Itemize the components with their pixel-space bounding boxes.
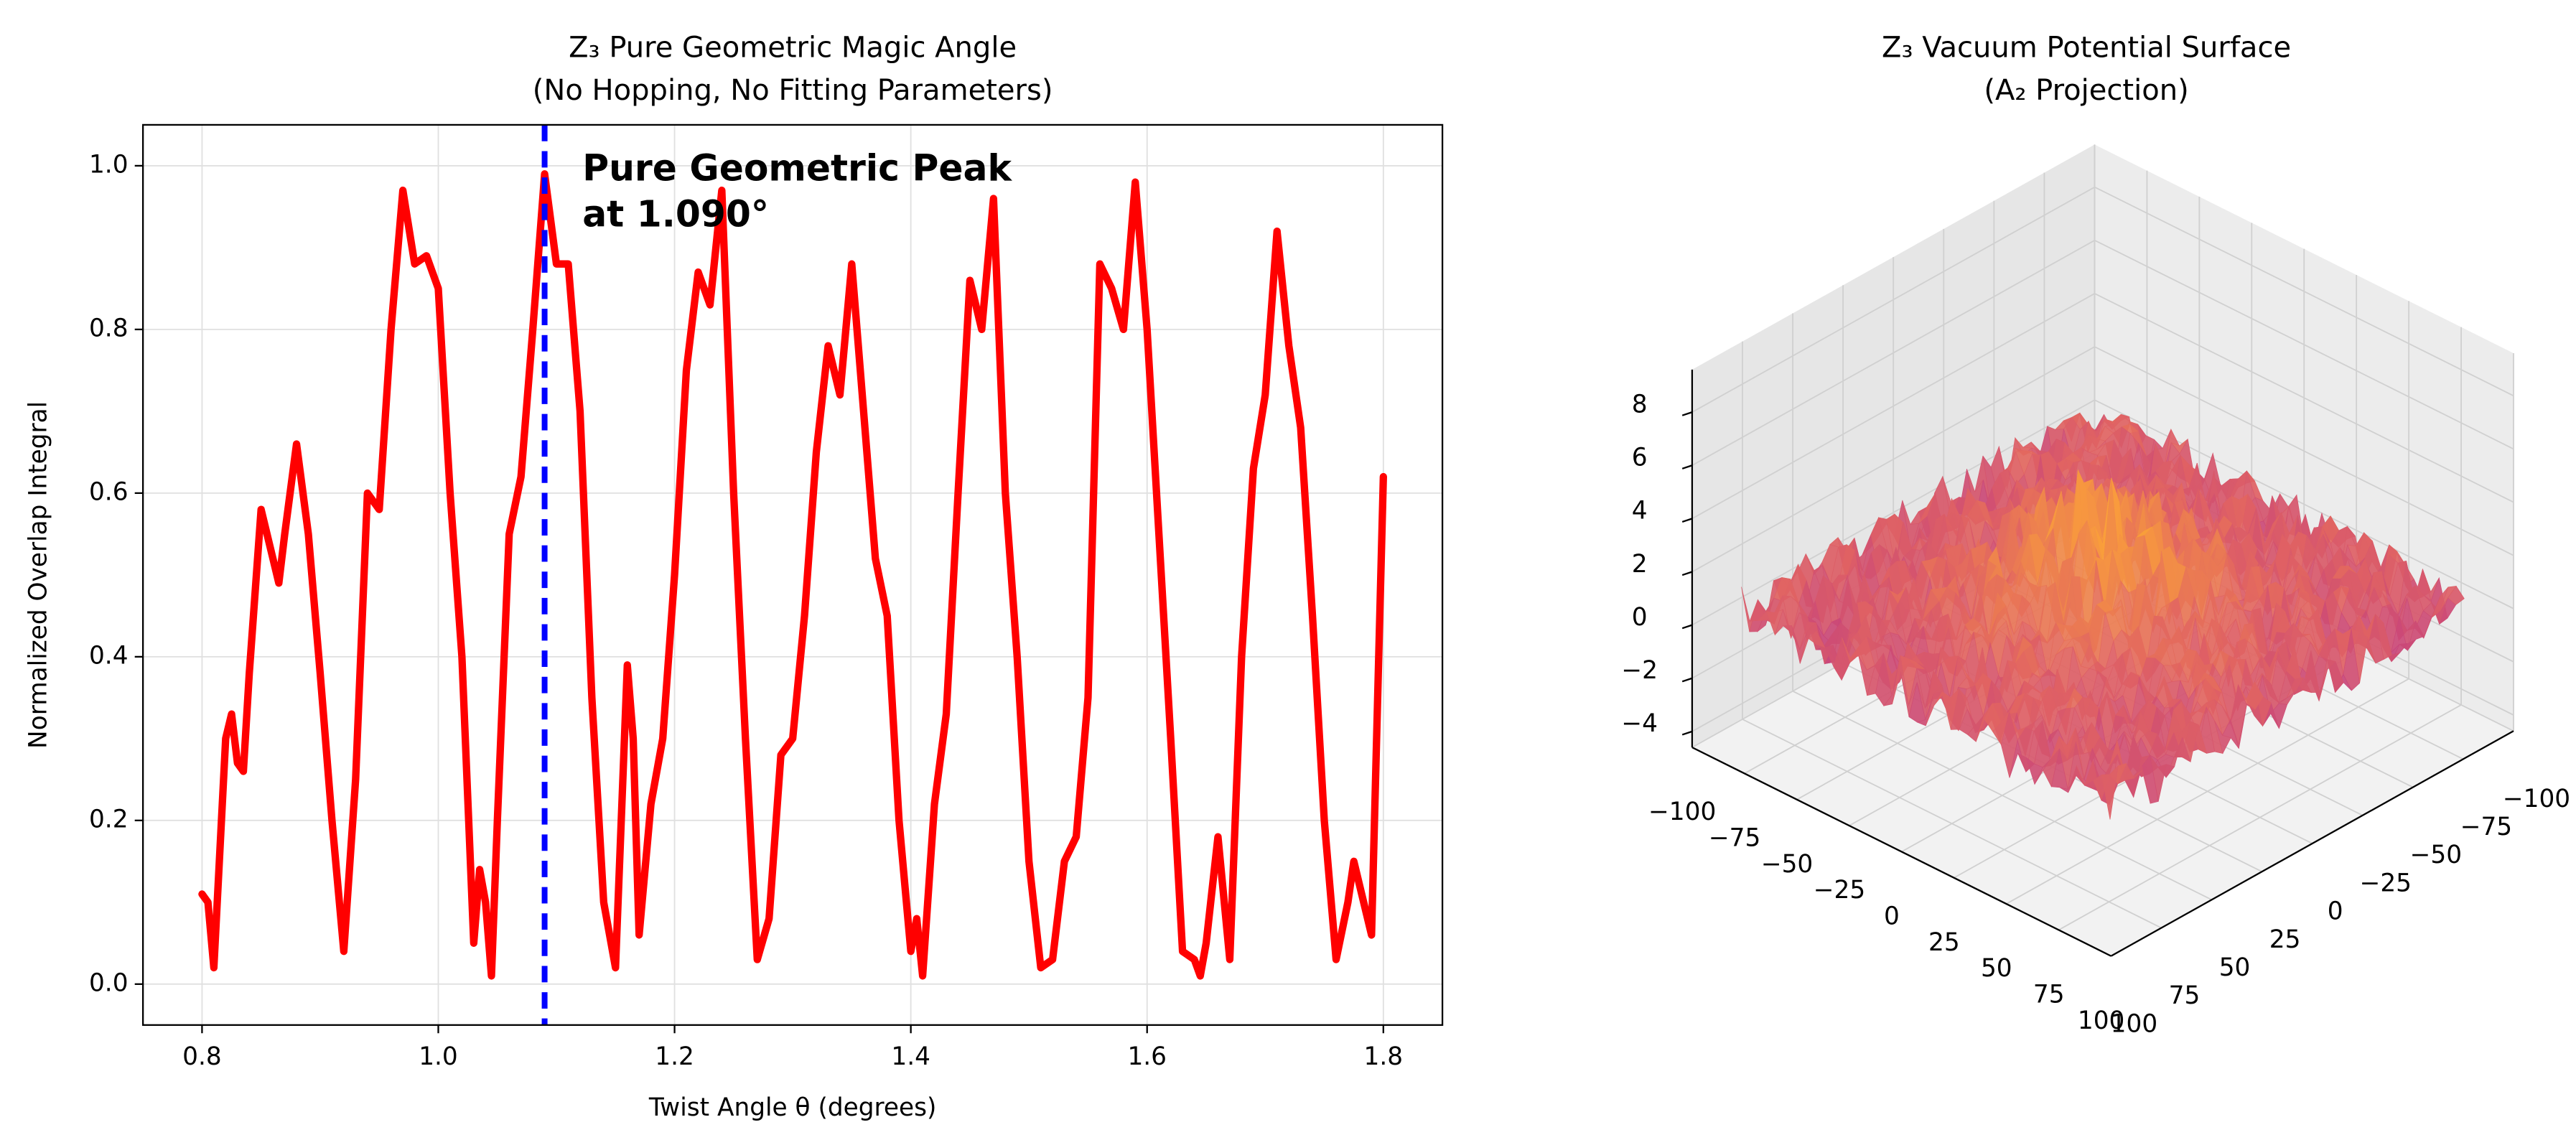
y-tick-label: 0.2 — [89, 805, 129, 833]
grid-line — [2094, 399, 2514, 609]
x-tick-label: −75 — [1709, 823, 1760, 852]
y-tick-label: 1.0 — [89, 150, 129, 179]
y-tick-label: 0.4 — [89, 641, 129, 670]
grid-line — [2094, 239, 2514, 450]
grid-line — [2094, 293, 2514, 503]
z-tick-label: 0 — [1632, 603, 1648, 632]
annotation: Pure Geometric Peak — [582, 146, 1012, 189]
grid-line — [2094, 346, 2514, 556]
data-line — [198, 170, 1387, 980]
z-tick-label: −4 — [1621, 709, 1658, 738]
x-tick-label: 1.8 — [1364, 1042, 1404, 1071]
y-axis-label: Normalized Overlap Integral — [24, 401, 52, 749]
x-axis-label: Twist Angle θ (degrees) — [648, 1093, 936, 1122]
y-tick-label: −100 — [2503, 785, 2570, 813]
surface-patch — [2101, 765, 2119, 820]
z-tick — [1681, 518, 1693, 523]
x-tick-label: −25 — [1814, 876, 1865, 905]
grid-line — [1691, 239, 2095, 467]
y-tick-label: 50 — [2219, 953, 2251, 982]
x-tick-label: 0 — [1884, 902, 1900, 930]
x-tick-label: 1.4 — [891, 1042, 930, 1071]
y-axis — [2110, 730, 2514, 957]
x-tick-label: 75 — [2033, 980, 2065, 1009]
grid-line — [1742, 719, 2162, 929]
z-tick-label: 2 — [1632, 550, 1648, 579]
y-tick-label: 0.8 — [89, 314, 129, 342]
x-tick-label: −100 — [1648, 798, 1716, 826]
z-tick — [1681, 677, 1693, 683]
y-tick-label: 0.0 — [89, 968, 129, 997]
chart-title: (A₂ Projection) — [1984, 74, 2188, 107]
grid-line — [1691, 186, 2095, 413]
chart-title: Z₃ Vacuum Potential Surface — [1882, 32, 2291, 65]
x-tick-label: 1.2 — [655, 1042, 694, 1071]
z-tick-label: 6 — [1632, 444, 1648, 472]
y-tick-label: 25 — [2269, 925, 2301, 954]
y-tick-label: 0 — [2328, 897, 2343, 926]
chart-title: Z₃ Pure Geometric Magic Angle — [569, 32, 1017, 65]
grid-line — [1691, 399, 2095, 626]
x-tick-label: 50 — [1981, 954, 2012, 983]
z-tick — [1681, 464, 1693, 469]
z-tick-label: −2 — [1621, 656, 1658, 685]
z-tick — [1681, 730, 1693, 736]
z-tick-label: 8 — [1632, 390, 1648, 419]
annotation: at 1.090° — [582, 193, 769, 235]
plot-frame — [141, 123, 1444, 1026]
chart-title: (No Hopping, No Fitting Parameters) — [533, 74, 1053, 107]
z-tick-label: 4 — [1632, 497, 1648, 525]
z-tick — [1681, 571, 1693, 576]
z-tick — [1681, 624, 1693, 630]
surface — [1741, 412, 2465, 820]
x-tick-label: 100 — [2078, 1006, 2125, 1035]
x-tick-label: 25 — [1928, 928, 1960, 957]
y-tick-label: 100 — [2111, 1009, 2158, 1038]
x-tick-label: 1.6 — [1127, 1042, 1167, 1071]
y-tick-label: 75 — [2169, 981, 2201, 1010]
grid-line — [1691, 293, 2095, 520]
x-tick-label: 1.0 — [419, 1042, 458, 1071]
grid-line — [2094, 186, 2514, 397]
x-axis — [1691, 747, 2111, 957]
y-tick-label: −25 — [2360, 869, 2412, 897]
y-tick-label: −75 — [2460, 813, 2512, 841]
y-tick-label: −50 — [2410, 841, 2462, 869]
grid-line — [1792, 690, 2212, 901]
x-tick-label: −50 — [1761, 850, 1813, 879]
grid-line — [1691, 346, 2095, 573]
x-tick-label: 0.8 — [182, 1042, 222, 1071]
z-tick — [1681, 411, 1693, 416]
y-tick-label: 0.6 — [89, 477, 129, 506]
